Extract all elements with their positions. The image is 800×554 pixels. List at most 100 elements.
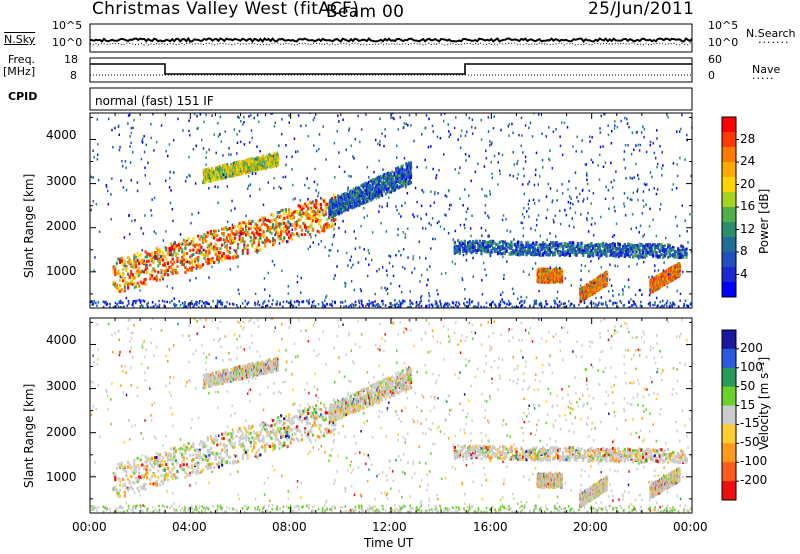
power-echo-cell: [635, 249, 638, 253]
power-echo-cell: [547, 245, 550, 249]
power-echo-cell: [294, 221, 297, 225]
power-echo-cell: [352, 187, 355, 191]
power-echo-cell: [257, 238, 260, 242]
power-echo-cell: [262, 230, 265, 234]
power-echo-cell: [376, 190, 378, 194]
power-echo-cell: [176, 259, 179, 263]
power-echo-cell: [475, 239, 478, 243]
power-echo-cell: [369, 186, 372, 190]
power-echo-cell: [493, 241, 496, 245]
nsearch-trace: [89, 42, 693, 46]
power-echo-cell: [139, 270, 142, 274]
power-echo-cell: [265, 239, 268, 243]
power-echo-cell: [640, 253, 643, 257]
power-echo-cell: [136, 275, 139, 279]
power-echo-cell: [364, 196, 367, 200]
power-echo-cell: [399, 169, 401, 173]
power-echo-cell: [535, 252, 538, 256]
power-echo-cell: [294, 209, 297, 213]
power-echo-cell: [203, 237, 206, 241]
power-echo-cell: [457, 245, 460, 249]
power-echo-cell: [250, 165, 253, 169]
power-echo-cell: [146, 263, 149, 267]
power-echo-cell: [154, 269, 157, 273]
power-echo-cell: [200, 245, 203, 249]
power-echo-cell: [152, 260, 155, 264]
power-echo-cell: [141, 270, 144, 274]
power-echo-cell: [307, 230, 310, 234]
power-echo-cell: [610, 246, 613, 250]
power-echo-cell: [128, 262, 131, 266]
power-echo-cell: [631, 250, 635, 254]
power-echo-cell: [144, 268, 147, 272]
power-echo-cell: [392, 178, 394, 182]
power-echo-cell: [403, 179, 406, 183]
power-echo-cell: [318, 222, 321, 226]
power-echo-cell: [602, 241, 605, 245]
power-echo-cell: [270, 155, 273, 159]
power-echo-cell: [236, 254, 240, 258]
power-echo-cell: [453, 246, 456, 250]
power-echo-cell: [382, 181, 384, 185]
power-echo-cell: [149, 263, 152, 267]
power-echo-cell: [401, 176, 404, 180]
power-echo-cell: [598, 247, 601, 251]
power-echo-cell: [114, 270, 117, 274]
power-echo-cell: [252, 235, 256, 239]
power-echo-cell: [228, 246, 232, 250]
power-echo-cell: [117, 286, 120, 290]
power-echo-cell: [595, 251, 598, 255]
power-echo-cell: [359, 194, 361, 198]
power-echo-cell: [323, 224, 326, 228]
power-echo-cell: [260, 233, 264, 237]
power-echo-cell: [527, 240, 530, 244]
power-echo-cell: [663, 248, 666, 252]
power-echo-cell: [235, 229, 238, 233]
power-echo-cell: [265, 219, 268, 223]
power-echo-cell: [179, 261, 182, 265]
power-echo-cell: [661, 249, 665, 253]
power-echo-cell: [187, 243, 190, 247]
power-echo-cell: [557, 243, 560, 247]
power-echo-cell: [114, 268, 117, 272]
power-echo-cell: [146, 271, 149, 275]
power-echo-cell: [252, 238, 256, 242]
power-echo-cell: [380, 189, 383, 193]
power-echo-cell: [363, 196, 366, 200]
power-echo-cell: [192, 237, 195, 241]
power-echo-cell: [198, 245, 201, 249]
power-echo-cell: [168, 250, 171, 254]
power-echo-cell: [286, 216, 289, 220]
power-echo-cell: [565, 242, 568, 246]
power-echo-cell: [588, 242, 591, 246]
power-echo-cell: [618, 248, 621, 252]
power-echo-cell: [281, 218, 284, 222]
power-echo-cell: [256, 229, 259, 233]
power-echo-cell: [273, 159, 276, 163]
power-echo-cell: [678, 248, 681, 252]
power-echo-cell: [656, 246, 660, 250]
power-echo-cell: [219, 165, 221, 169]
power-echo-cell: [457, 239, 460, 243]
power-echo-cell: [395, 167, 397, 171]
power-echo-cell: [244, 228, 248, 232]
power-echo-cell: [380, 176, 382, 180]
power-echo-cell: [620, 251, 623, 255]
power-echo-cell: [166, 262, 169, 266]
power-echo-cell: [535, 248, 538, 252]
power-echo-cell: [341, 206, 344, 210]
power-echo-cell: [638, 243, 641, 247]
power-echo-cell: [354, 204, 356, 208]
power-echo-cell: [339, 196, 342, 200]
power-echo-cell: [146, 259, 149, 263]
power-echo-cell: [326, 202, 329, 206]
power-echo-cell: [169, 248, 173, 252]
power-echo-cell: [123, 285, 126, 289]
power-echo-cell: [241, 249, 244, 253]
power-echo-cell: [280, 222, 283, 226]
power-echo-cell: [612, 251, 615, 255]
power-echo-cell: [126, 283, 130, 287]
power-echo-cell: [158, 262, 162, 266]
power-echo-cell: [256, 161, 258, 165]
power-echo-cell: [163, 261, 166, 265]
